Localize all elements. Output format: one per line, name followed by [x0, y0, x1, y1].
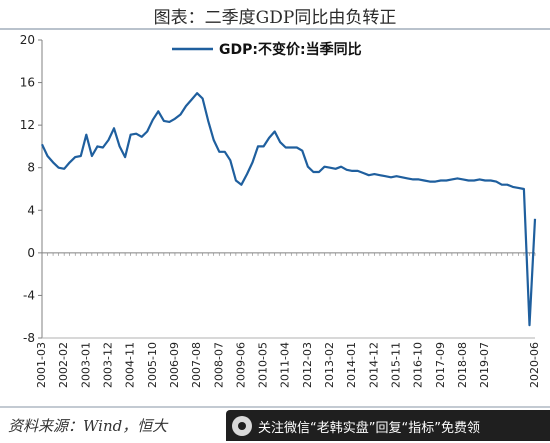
x-tick-label: 2014-12	[367, 342, 380, 388]
x-tick-label: 2014-01	[345, 342, 358, 388]
x-tick-label: 2004-11	[124, 342, 137, 388]
x-tick-label: 2016-10	[412, 342, 425, 388]
x-tick-label: 2008-07	[212, 342, 225, 388]
y-tick-label: 12	[20, 118, 35, 132]
x-tick-label: 2006-09	[168, 342, 181, 388]
y-tick-label: 20	[20, 33, 35, 47]
x-tick-label: 2012-03	[301, 342, 314, 388]
x-tick-label: 2017-09	[434, 342, 447, 388]
title-band: 图表：二季度GDP同比由负转正	[0, 0, 550, 30]
x-tick-label: 2003-01	[79, 342, 92, 388]
y-tick-label: -8	[23, 331, 35, 345]
y-tick-label: 16	[20, 76, 35, 90]
series-line-gdp	[41, 92, 537, 327]
promo-banner[interactable]: 关注微信“老韩实盘”回复“指标”免费领	[226, 410, 550, 441]
legend-label: GDP:不变价:当季同比	[219, 41, 362, 58]
x-tick-label: 2009-06	[234, 342, 247, 388]
x-tick-label: 2019-07	[478, 342, 491, 388]
wechat-icon	[232, 416, 252, 436]
x-tick-label: 2010-05	[257, 342, 270, 388]
y-tick-label: 8	[27, 161, 35, 175]
x-tick-label: 2005-10	[146, 342, 159, 388]
x-tick-label: 2007-08	[190, 342, 203, 388]
x-tick-label: 2001-03	[35, 342, 48, 388]
x-tick-label: 2015-11	[390, 342, 403, 388]
x-tick-label: 2002-02	[57, 342, 70, 388]
x-tick-label: 2018-08	[456, 342, 469, 388]
x-tick-label: 2013-02	[323, 342, 336, 388]
line-chart: -8 -4 0 4 8 12 16 20 2001-03 2002-02 2003-01 2003-1…	[20, 33, 541, 388]
promo-banner-text: 关注微信“老韩实盘”回复“指标”免费领	[258, 421, 480, 436]
chart-title: 图表：二季度GDP同比由负转正	[153, 8, 397, 28]
x-tick-label: 2011-04	[279, 342, 292, 388]
x-tick-label: 2020-06	[528, 342, 541, 388]
y-tick-label: -4	[23, 288, 35, 302]
source-note: 资料来源：Wind，恒大	[8, 417, 168, 435]
y-tick-label: 4	[27, 203, 35, 217]
x-tick-label: 2003-12	[101, 342, 114, 388]
y-tick-label: 0	[27, 246, 35, 260]
